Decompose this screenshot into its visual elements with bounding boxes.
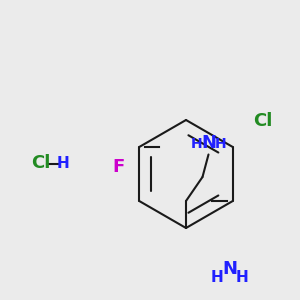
Text: H: H bbox=[235, 270, 248, 285]
Text: Cl: Cl bbox=[31, 154, 50, 172]
Text: H: H bbox=[191, 137, 202, 151]
Text: H: H bbox=[57, 156, 69, 171]
Text: F: F bbox=[112, 158, 124, 175]
Text: N: N bbox=[201, 134, 216, 152]
Text: H: H bbox=[215, 137, 226, 151]
Text: H: H bbox=[211, 270, 224, 285]
Text: N: N bbox=[222, 260, 237, 278]
Text: Cl: Cl bbox=[253, 112, 272, 130]
